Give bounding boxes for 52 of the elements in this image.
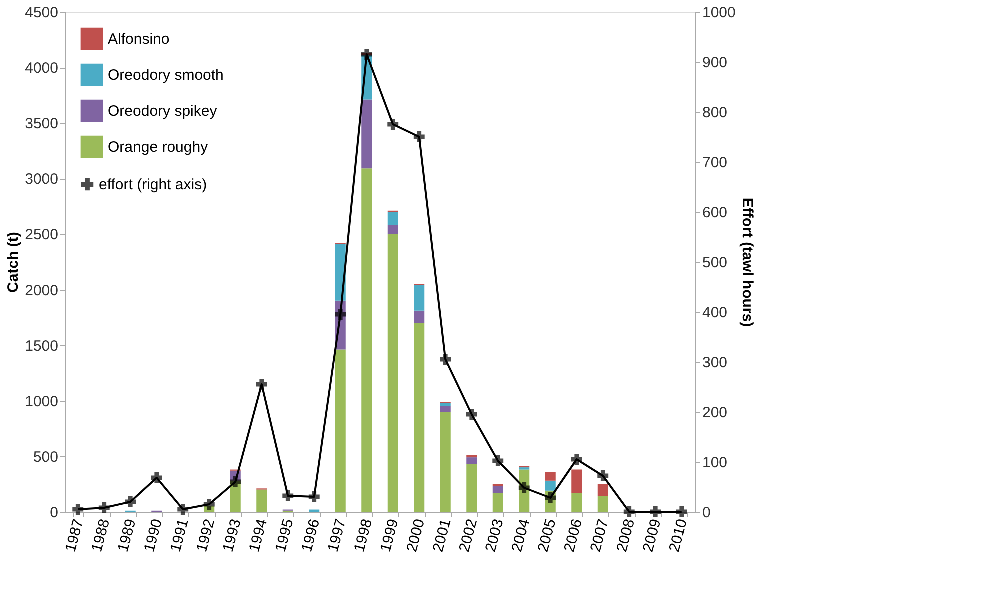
x-tick-label: 1993 [220, 517, 245, 554]
legend-label: Oreodory smooth [108, 67, 224, 84]
y-tick-label: 3000 [25, 171, 58, 188]
y-tick-label: 500 [33, 448, 58, 466]
x-tick-label: 1988 [88, 517, 114, 554]
y2-tick-label: 600 [702, 204, 728, 222]
x-tick-label: 1996 [298, 517, 324, 554]
x-tick-label: 2005 [534, 517, 560, 554]
y2-tick-label: 800 [702, 104, 728, 122]
y-tick-label: 0 [50, 504, 58, 522]
y-tick-label: 2500 [25, 226, 58, 244]
x-tick-label: 2002 [456, 517, 482, 554]
x-tick-label: 1990 [141, 517, 166, 554]
x-tick-label: 1992 [194, 517, 219, 554]
y2-axis-title: Effort (tawl hours) [738, 198, 756, 328]
x-tick-label: 2006 [561, 517, 586, 554]
y2-tick-label: 1000 [702, 4, 736, 22]
x-tick-label: 2009 [640, 517, 665, 554]
y2-tick-label: 200 [702, 404, 728, 422]
y2-tick-label: 0 [702, 504, 711, 522]
x-tick-label: 1997 [324, 517, 350, 554]
x-tick-label: 1989 [114, 517, 140, 554]
x-tick-label: 2001 [430, 517, 455, 554]
x-tick-label: 2003 [482, 517, 508, 554]
x-tick-label: 1999 [377, 517, 402, 554]
y2-tick-label: 300 [702, 354, 728, 372]
y-tick-label: 4000 [25, 60, 58, 78]
y-axis-title: Catch (t) [5, 232, 22, 293]
x-tick-label: 2004 [508, 517, 534, 554]
y2-tick-label: 400 [702, 304, 728, 322]
x-tick-label: 1994 [246, 517, 272, 554]
y2-tick-label: 100 [702, 454, 728, 472]
x-tick-label: 2000 [404, 517, 429, 554]
x-tick-label: 2007 [587, 517, 612, 554]
x-tick-label: 1987 [62, 517, 88, 554]
legend-label: Oreodory spikey [108, 103, 218, 120]
legend-label: Orange roughy [108, 139, 209, 156]
x-tick-label: 2010 [666, 517, 692, 554]
legend-label: Alfonsino [108, 31, 170, 48]
y-tick-label: 1500 [25, 338, 58, 355]
y-tick-label: 3500 [25, 116, 58, 133]
x-tick-label: 1998 [351, 517, 376, 554]
y-tick-label: 4500 [25, 4, 58, 22]
x-tick-label: 1995 [272, 517, 298, 554]
y-tick-label: 2000 [25, 282, 58, 300]
y2-tick-label: 500 [702, 254, 728, 272]
legend-label: effort (right axis) [99, 176, 208, 194]
y2-tick-label: 900 [702, 54, 728, 72]
x-tick-label: 1991 [167, 517, 192, 554]
x-tick-label: 2008 [614, 517, 639, 554]
y-tick-label: 1000 [25, 393, 58, 410]
y2-tick-label: 700 [702, 154, 728, 172]
